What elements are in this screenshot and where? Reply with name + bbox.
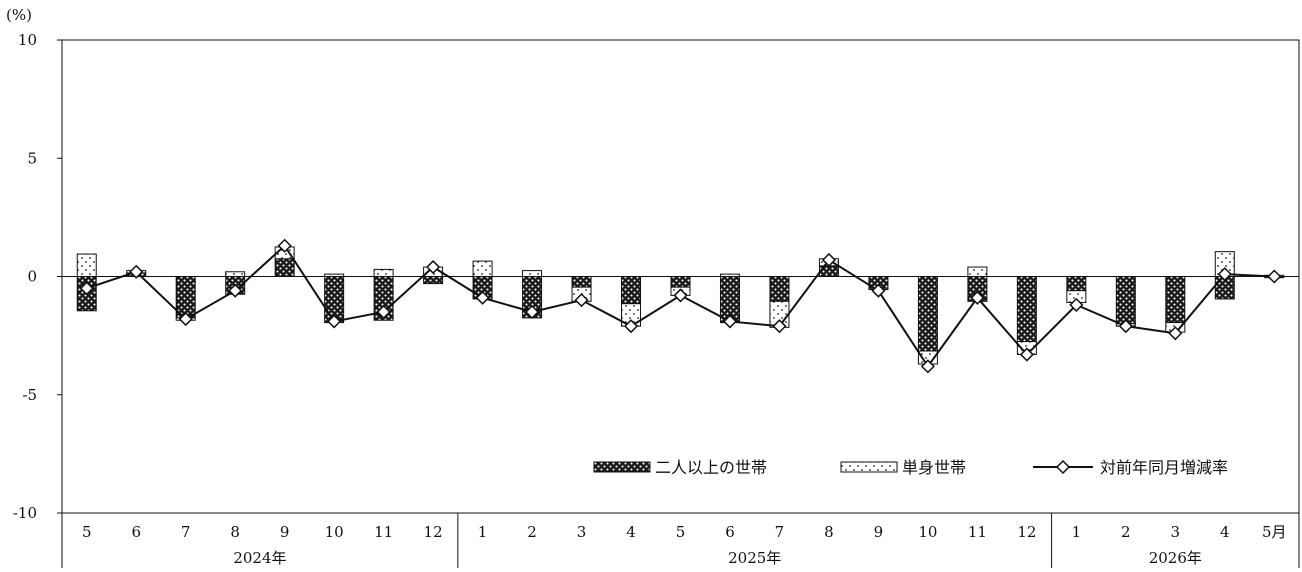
line-point-marker [327, 314, 342, 329]
line-point-marker [970, 290, 985, 305]
bar-two-plus-household [571, 276, 592, 288]
line-point-marker [79, 281, 94, 296]
bar-two-plus-household [769, 276, 790, 302]
x-tick-label: 3 [577, 523, 587, 541]
x-tick-label: 7 [775, 523, 785, 541]
line-point-marker [1168, 326, 1183, 341]
legend-swatch-single [840, 461, 898, 473]
legend-label-two-plus: 二人以上の世帯 [655, 458, 767, 477]
x-tick-label: 4 [626, 523, 636, 541]
y-axis-unit-label: (%) [6, 6, 32, 24]
x-tick-label: 4 [1220, 523, 1230, 541]
x-tick-label: 2 [527, 523, 537, 541]
x-tick-label: 1 [1072, 523, 1082, 541]
line-point-marker [574, 293, 589, 308]
y-tick-label: -5 [22, 386, 37, 404]
y-tick-label: 10 [18, 31, 37, 49]
legend: 二人以上の世帯 単身世帯 対前年同月増減率 [593, 458, 1228, 477]
bar-two-plus-household [423, 276, 444, 285]
line-point-marker [1019, 347, 1034, 362]
legend-label-single: 単身世帯 [902, 458, 966, 477]
line-point-marker [376, 304, 391, 320]
line-point-marker [178, 312, 193, 327]
line-point-marker [277, 238, 292, 253]
line-point-marker [772, 319, 787, 334]
line-point-marker [426, 259, 441, 275]
y-tick-label: -10 [13, 504, 37, 522]
x-tick-label: 7 [181, 523, 191, 541]
bar-two-plus-household [1115, 276, 1136, 325]
x-tick-label: 1 [478, 523, 488, 541]
x-tick-label: 8 [230, 523, 240, 541]
x-tick-label: 9 [874, 523, 884, 541]
x-tick-label: 5月 [1262, 523, 1287, 541]
x-tick-label: 2 [1121, 523, 1131, 541]
line-point-marker [673, 288, 688, 303]
year-group-label: 2024年 [233, 549, 286, 567]
legend-diamond-marker [1055, 459, 1071, 475]
bar-single-household [472, 260, 493, 278]
bar-two-plus-household [1066, 276, 1087, 292]
legend-swatch-two-plus [593, 461, 651, 473]
x-tick-label: 6 [131, 523, 141, 541]
line-point-marker [722, 314, 738, 329]
x-tick-label: 5 [82, 523, 92, 541]
line-point-marker [1118, 319, 1133, 334]
year-group-label: 2025年 [728, 549, 781, 567]
bar-two-plus-household [1016, 276, 1037, 343]
x-tick-label: 3 [1171, 523, 1181, 541]
line-point-marker [871, 283, 886, 298]
y-tick-label: 5 [27, 149, 37, 167]
bar-two-plus-household [917, 276, 938, 352]
line-point-marker [524, 304, 540, 320]
legend-label-rate: 対前年同月増減率 [1100, 458, 1228, 477]
bar-two-plus-household [1165, 276, 1186, 324]
x-tick-label: 8 [824, 523, 834, 541]
x-tick-label: 5 [676, 523, 686, 541]
bar-two-plus-household [670, 276, 691, 288]
year-group-label: 2026年 [1149, 549, 1202, 567]
line-point-marker [920, 359, 935, 374]
line-point-marker [475, 290, 490, 305]
x-tick-label: 12 [1017, 523, 1036, 541]
bar-two-plus-household [621, 276, 642, 305]
line-point-marker [821, 252, 837, 268]
line-point-marker [129, 264, 144, 279]
x-tick-label: 9 [280, 523, 290, 541]
x-tick-label: 12 [424, 523, 443, 541]
bar-single-household [225, 271, 246, 277]
x-tick-label: 6 [725, 523, 735, 541]
bar-single-household [76, 253, 97, 278]
x-tick-label: 11 [374, 523, 393, 541]
bar-single-household [522, 270, 543, 277]
line-point-marker [228, 283, 243, 298]
bar-two-plus-household [274, 258, 295, 278]
x-tick-label: 11 [968, 523, 987, 541]
line-point-marker [1267, 269, 1282, 284]
bar-single-household [373, 268, 394, 277]
line-layer [79, 238, 1282, 374]
line-point-marker [1069, 297, 1084, 312]
total-rate-line [86, 244, 1275, 369]
line-point-marker [1217, 267, 1232, 282]
x-tick-label: 10 [918, 523, 937, 541]
bars-layer [76, 246, 1285, 365]
y-tick-label: 0 [27, 268, 37, 286]
line-point-marker [623, 319, 639, 334]
x-tick-label: 10 [325, 523, 344, 541]
bar-single-household [967, 266, 988, 278]
